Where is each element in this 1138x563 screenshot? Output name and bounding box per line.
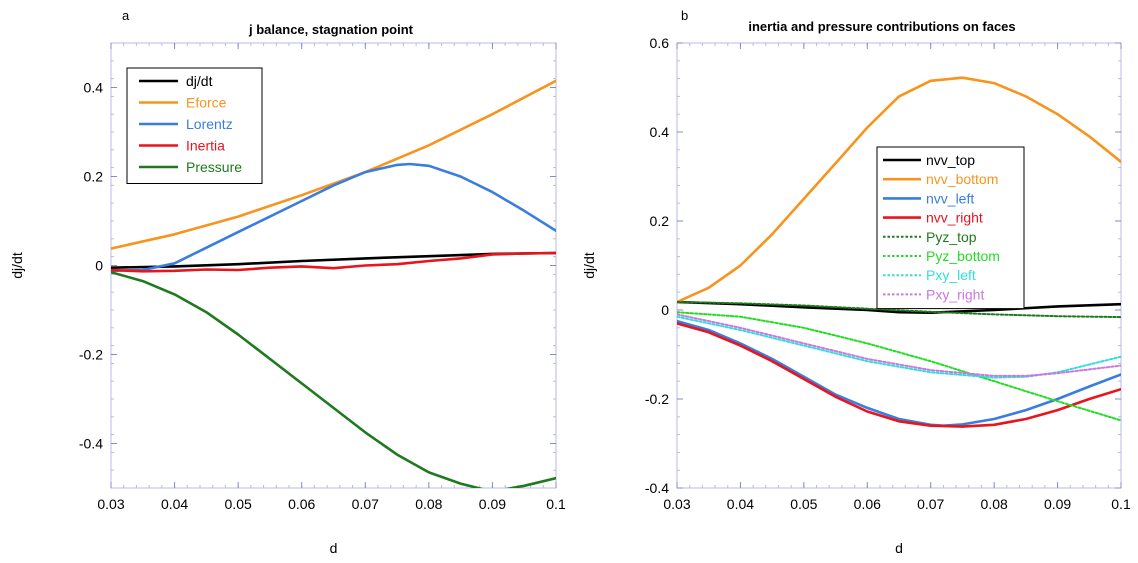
y-tick-label: 0.4 [84,80,104,96]
x-tick-label: 0.08 [415,496,442,512]
series-line-lorentz [111,162,556,273]
y-tick-label: -0.2 [79,347,103,363]
x-tick-label: 0.07 [917,496,944,512]
series-line-pxy-right [677,313,1121,377]
x-axis-label: d [330,540,338,556]
legend-label: Pyz_top [926,229,977,245]
legend-box [126,67,263,184]
legend-label: Pressure [186,159,242,175]
legend-label: Pxy_right [926,286,984,302]
x-tick-label: 0.05 [790,496,817,512]
chart-title: j balance, stagnation point [248,22,414,37]
legend-label: nvv_left [926,190,974,206]
x-tick-label: 0.09 [1044,496,1071,512]
y-tick-label: -0.4 [645,480,669,496]
series-line-pyz-bottom [677,311,1121,422]
series-line-inertia [111,251,556,273]
plot-frame [676,42,1122,489]
x-tick-label: 0.03 [97,496,124,512]
legend: nvv_top nvv_bottom nvv_left nvv_right Pyz_to… [876,146,1025,310]
y-tick-label: 0.6 [650,35,670,51]
series-group [111,79,556,488]
series-group [677,76,1121,428]
x-tick-label: 0.1 [546,496,566,512]
y-axis-label: dj/dt [9,252,25,279]
legend-label: nvv_right [926,210,983,226]
legend-label: Pxy_left [926,267,976,283]
series-line-nvv-top [677,300,1121,315]
x-tick-label: 0.1 [1111,496,1131,512]
legend: dj/dt Eforce Lorentz Inertia Pressure [126,67,263,184]
panel-letter: b [681,8,688,23]
y-tick-label: -0.2 [645,391,669,407]
legend-label: nvv_top [926,152,975,168]
legend-label: dj/dt [186,73,213,89]
series-line-nvv-left [677,319,1121,428]
series-line-dj-dt [111,251,556,270]
x-tick-label: 0.04 [727,496,754,512]
chart-title: inertia and pressure contributions on fa… [748,19,1015,34]
y-tick-label: 0 [95,258,103,274]
series-line-eforce [111,79,556,250]
legend-label: nvv_bottom [926,171,998,187]
legend-box [876,146,1025,310]
y-tick-label: 0.4 [650,124,670,140]
legend-label: Inertia [186,138,225,154]
x-tick-label: 0.06 [854,496,881,512]
y-tick-label: 0.2 [650,213,670,229]
chart-panel-a: 0.03 0.04 0.05 0.06 0.07 0.08 0.09 0.1 -0.4 -0.2 0… [9,8,566,556]
x-tick-label: 0.09 [479,496,506,512]
y-tick-label: -0.4 [79,436,103,452]
x-tick-label: 0.06 [288,496,315,512]
x-tick-label: 0.03 [663,496,690,512]
x-tick-label: 0.07 [352,496,379,512]
x-axis-label: d [895,540,903,556]
chart-panel-b: 0.03 0.04 0.05 0.06 0.07 0.08 0.09 0.1 -0.4 -0.2 0… [581,8,1131,556]
legend-label: Lorentz [186,116,233,132]
x-tick-label: 0.08 [981,496,1008,512]
series-line-nvv-right [677,322,1121,428]
series-line-pyz-top [677,301,1121,319]
y-tick-label: 0.2 [84,169,104,185]
x-tick-label: 0.04 [161,496,188,512]
y-axis-label: dj/dt [581,252,597,279]
legend-label: Pyz_bottom [926,248,1000,264]
x-tick-label: 0.05 [225,496,252,512]
y-tick-label: 0 [661,302,669,318]
panel-letter: a [122,8,130,23]
series-line-pressure [111,270,556,488]
series-line-nvv-bottom [677,76,1121,304]
legend-label: Eforce [186,95,227,111]
